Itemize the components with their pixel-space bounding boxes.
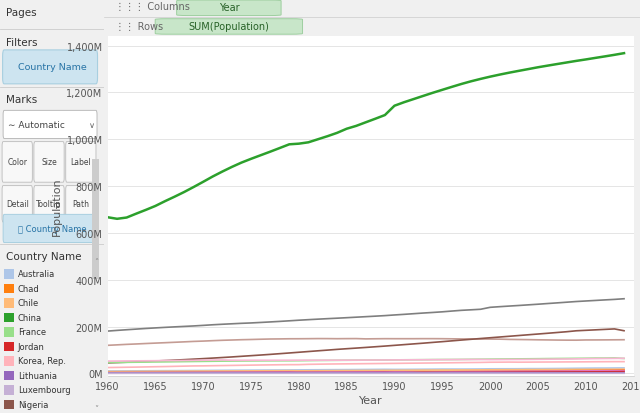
- Text: Label: Label: [70, 158, 92, 166]
- FancyBboxPatch shape: [34, 186, 64, 223]
- Text: Luxembourg: Luxembourg: [18, 386, 70, 394]
- Text: Chile: Chile: [18, 299, 39, 308]
- Text: Australia: Australia: [18, 270, 55, 279]
- Text: Jordan: Jordan: [18, 342, 45, 351]
- FancyBboxPatch shape: [177, 1, 281, 17]
- FancyBboxPatch shape: [3, 111, 97, 139]
- Bar: [4, 356, 13, 366]
- Text: France: France: [18, 328, 46, 337]
- FancyBboxPatch shape: [66, 142, 96, 183]
- Bar: [4, 269, 13, 279]
- X-axis label: Year: Year: [359, 395, 382, 405]
- Bar: [4, 385, 13, 395]
- Text: China: China: [18, 313, 42, 322]
- Text: Korea, Rep.: Korea, Rep.: [18, 357, 66, 366]
- Bar: [4, 298, 13, 308]
- Y-axis label: Population: Population: [52, 177, 62, 236]
- Text: SUM(Population): SUM(Population): [189, 22, 269, 32]
- Text: ˄: ˄: [94, 257, 98, 266]
- Bar: [92, 159, 99, 279]
- Bar: [4, 284, 13, 294]
- FancyBboxPatch shape: [3, 51, 97, 85]
- Text: Chad: Chad: [18, 284, 40, 293]
- Text: Marks: Marks: [6, 95, 38, 105]
- Bar: [4, 313, 13, 323]
- Bar: [4, 327, 13, 337]
- Bar: [4, 370, 13, 380]
- Text: Filters: Filters: [6, 38, 38, 48]
- Text: ⋮⋮ Rows: ⋮⋮ Rows: [115, 22, 163, 32]
- Text: ∼ Automatic: ∼ Automatic: [8, 120, 65, 129]
- Text: Path: Path: [72, 199, 90, 209]
- Text: Lithuania: Lithuania: [18, 371, 57, 380]
- FancyBboxPatch shape: [66, 186, 96, 223]
- Text: ⋮⋮⋮ Columns: ⋮⋮⋮ Columns: [115, 2, 190, 12]
- Bar: [4, 342, 13, 351]
- Text: ˅: ˅: [94, 404, 98, 413]
- Text: Country Name: Country Name: [18, 63, 86, 72]
- FancyBboxPatch shape: [34, 142, 64, 183]
- FancyBboxPatch shape: [2, 186, 33, 223]
- Text: Tooltip: Tooltip: [36, 199, 61, 209]
- Text: Nigeria: Nigeria: [18, 400, 48, 409]
- FancyBboxPatch shape: [3, 215, 97, 243]
- FancyBboxPatch shape: [2, 142, 33, 183]
- Text: Size: Size: [41, 158, 57, 166]
- FancyBboxPatch shape: [156, 20, 303, 35]
- Text: 🟠 Country Name: 🟠 Country Name: [18, 224, 86, 233]
- Text: Country Name: Country Name: [6, 252, 82, 261]
- Text: Year: Year: [219, 3, 239, 13]
- Text: ∨: ∨: [89, 120, 95, 129]
- Text: Color: Color: [7, 158, 28, 166]
- Bar: [4, 399, 13, 409]
- Text: Pages: Pages: [6, 8, 37, 18]
- Text: Detail: Detail: [6, 199, 29, 209]
